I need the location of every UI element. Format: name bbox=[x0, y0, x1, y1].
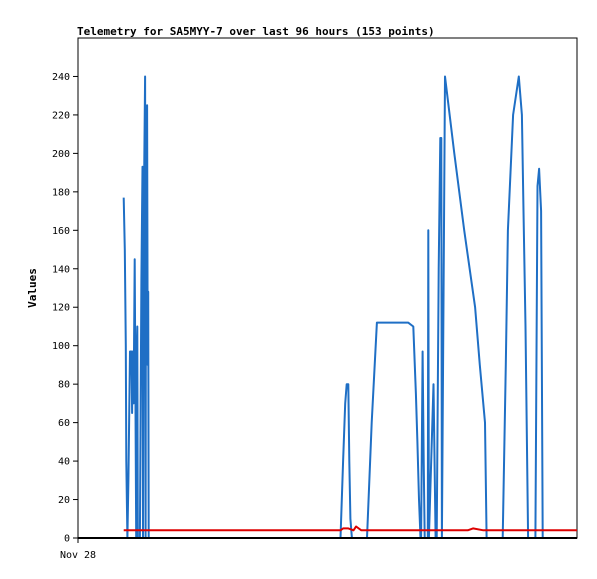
y-tick-label: 240 bbox=[52, 72, 70, 83]
chart-title: Telemetry for SA5MYY-7 over last 96 hour… bbox=[77, 25, 435, 38]
y-tick-label: 140 bbox=[52, 264, 70, 275]
y-axis: 0 20 40 60 80 100 120 140 160 180 200 220 240 bbox=[52, 72, 78, 545]
y-tick-label: 100 bbox=[52, 341, 70, 352]
series-layer bbox=[78, 75, 577, 539]
y-tick-label: 220 bbox=[52, 110, 70, 121]
y-tick-label: 180 bbox=[52, 187, 70, 198]
series-line-1 bbox=[123, 525, 577, 532]
y-tick-label: 120 bbox=[52, 303, 70, 314]
y-tick-label: 200 bbox=[52, 149, 70, 160]
y-axis-title: Values bbox=[26, 268, 39, 308]
y-tick-label: 0 bbox=[64, 534, 70, 545]
x-tick-label: Nov 28 bbox=[60, 550, 96, 561]
y-tick-label: 40 bbox=[58, 457, 70, 468]
y-tick-label: 80 bbox=[58, 380, 70, 391]
y-tick-label: 20 bbox=[58, 495, 70, 506]
series-line-0 bbox=[122, 75, 544, 539]
y-tick-label: 160 bbox=[52, 226, 70, 237]
plot-frame bbox=[77, 37, 578, 539]
y-tick-label: 60 bbox=[58, 418, 70, 429]
